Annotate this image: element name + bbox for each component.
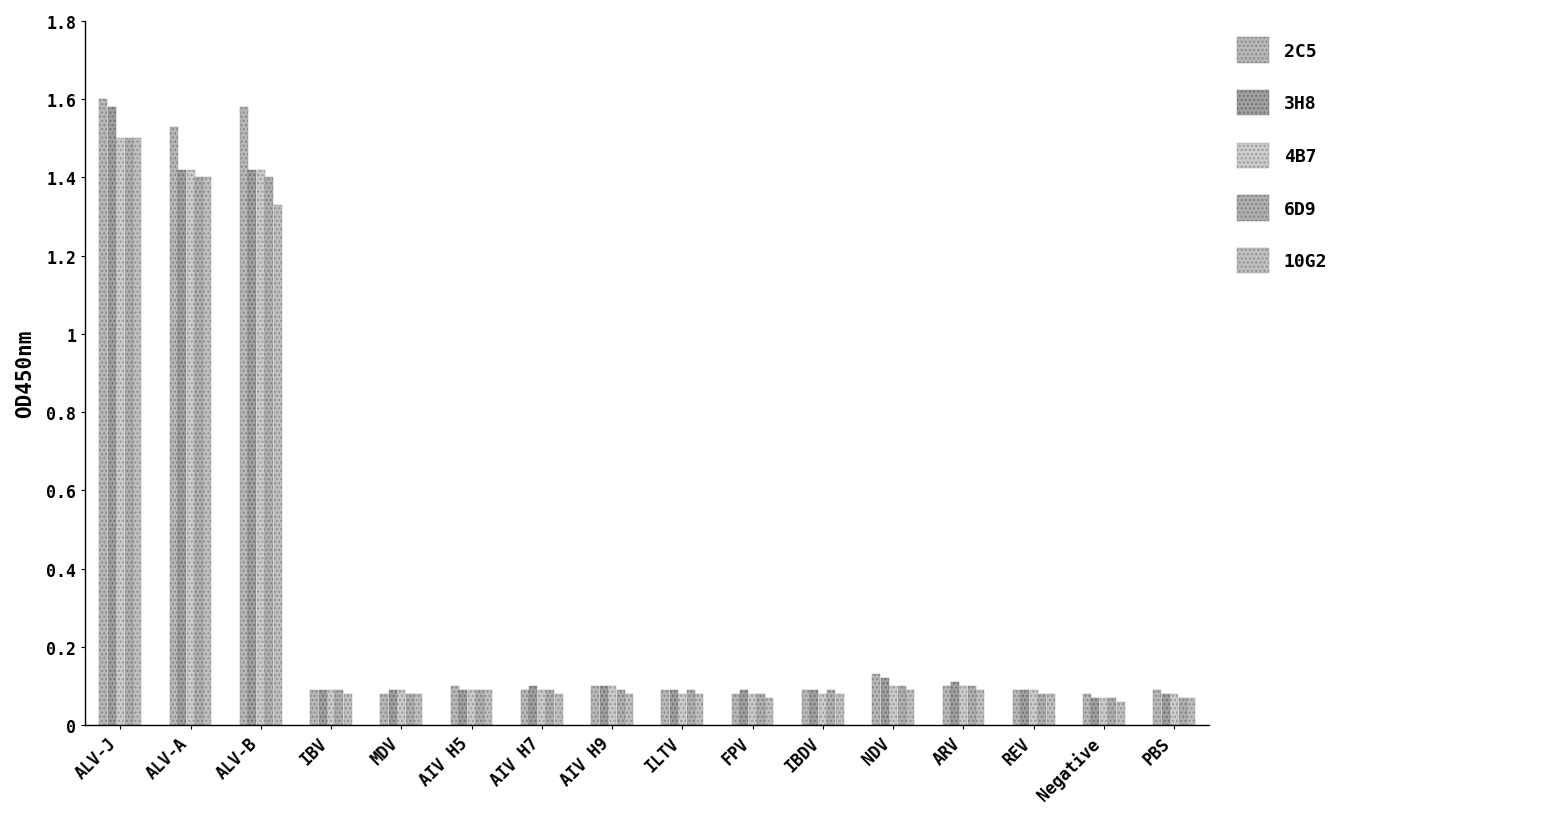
- Bar: [241, 108, 248, 725]
- Bar: [670, 690, 678, 725]
- Bar: [1187, 698, 1195, 725]
- Bar: [345, 694, 352, 725]
- Bar: [810, 690, 818, 725]
- Bar: [1100, 698, 1108, 725]
- Bar: [1083, 694, 1091, 725]
- Bar: [265, 179, 273, 725]
- Bar: [616, 690, 624, 725]
- Bar: [256, 170, 265, 725]
- Bar: [397, 690, 405, 725]
- Bar: [484, 690, 492, 725]
- Bar: [835, 694, 844, 725]
- Bar: [178, 170, 186, 725]
- Bar: [546, 690, 554, 725]
- Bar: [625, 694, 633, 725]
- Bar: [872, 674, 880, 725]
- Bar: [273, 206, 281, 725]
- Bar: [116, 139, 124, 725]
- Bar: [678, 694, 686, 725]
- Bar: [390, 690, 397, 725]
- Bar: [880, 678, 889, 725]
- Bar: [414, 694, 422, 725]
- Bar: [731, 694, 740, 725]
- Bar: [1108, 698, 1116, 725]
- Bar: [450, 686, 459, 725]
- Bar: [740, 690, 748, 725]
- Bar: [459, 690, 467, 725]
- Bar: [99, 100, 107, 725]
- Y-axis label: OD450nm: OD450nm: [16, 329, 36, 418]
- Bar: [1091, 698, 1099, 725]
- Bar: [133, 139, 141, 725]
- Bar: [765, 698, 773, 725]
- Bar: [906, 690, 914, 725]
- Bar: [695, 694, 703, 725]
- Bar: [661, 690, 669, 725]
- Bar: [1170, 694, 1178, 725]
- Bar: [1153, 690, 1161, 725]
- Bar: [1021, 690, 1029, 725]
- Bar: [380, 694, 388, 725]
- Bar: [107, 108, 116, 725]
- Bar: [529, 686, 537, 725]
- Bar: [539, 690, 546, 725]
- Bar: [1029, 690, 1038, 725]
- Bar: [554, 694, 563, 725]
- Bar: [318, 690, 326, 725]
- Bar: [521, 690, 529, 725]
- Bar: [186, 170, 194, 725]
- Bar: [599, 686, 608, 725]
- Bar: [942, 686, 950, 725]
- Bar: [203, 179, 211, 725]
- Bar: [802, 690, 810, 725]
- Bar: [976, 690, 984, 725]
- Bar: [959, 686, 967, 725]
- Bar: [327, 690, 335, 725]
- Bar: [310, 690, 318, 725]
- Bar: [688, 690, 695, 725]
- Bar: [897, 686, 905, 725]
- Bar: [748, 694, 757, 725]
- Bar: [467, 690, 475, 725]
- Bar: [591, 686, 599, 725]
- Bar: [335, 690, 343, 725]
- Bar: [169, 128, 177, 725]
- Bar: [827, 690, 835, 725]
- Bar: [1046, 694, 1054, 725]
- Legend: 2C5, 3H8, 4B7, 6D9, 10G2: 2C5, 3H8, 4B7, 6D9, 10G2: [1229, 31, 1335, 281]
- Bar: [951, 682, 959, 725]
- Bar: [608, 686, 616, 725]
- Bar: [196, 179, 203, 725]
- Bar: [1013, 690, 1021, 725]
- Bar: [405, 694, 414, 725]
- Bar: [476, 690, 484, 725]
- Bar: [819, 694, 827, 725]
- Bar: [968, 686, 976, 725]
- Bar: [1178, 698, 1187, 725]
- Bar: [1038, 694, 1046, 725]
- Bar: [1117, 702, 1125, 725]
- Bar: [1162, 694, 1170, 725]
- Bar: [124, 139, 133, 725]
- Bar: [757, 694, 765, 725]
- Bar: [889, 686, 897, 725]
- Bar: [248, 170, 256, 725]
